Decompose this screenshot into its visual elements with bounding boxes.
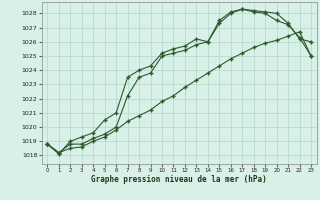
X-axis label: Graphe pression niveau de la mer (hPa): Graphe pression niveau de la mer (hPa) <box>91 175 267 184</box>
